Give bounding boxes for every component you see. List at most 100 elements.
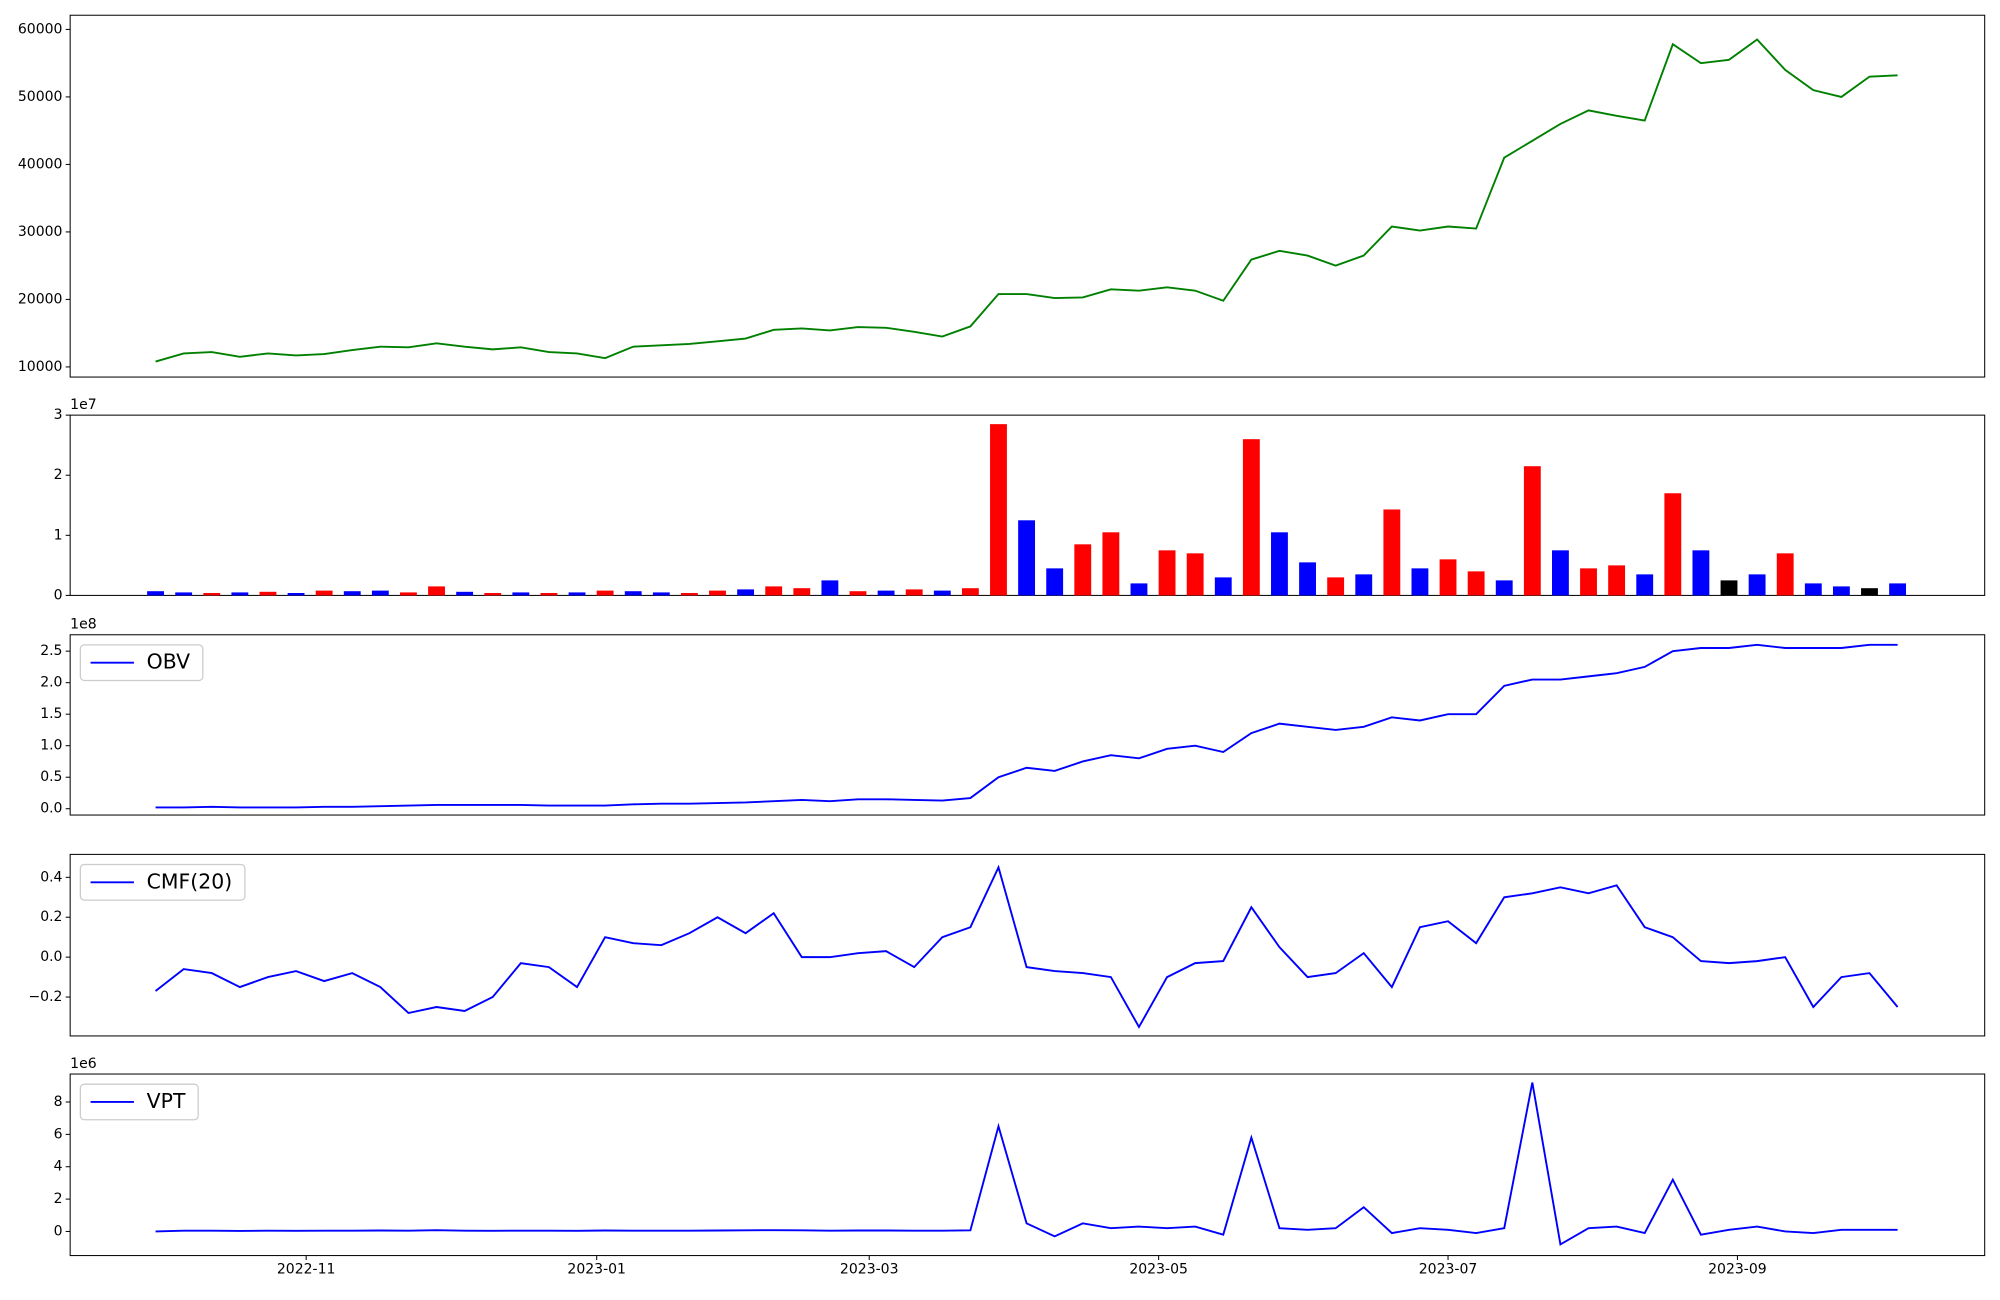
legend-text: OBV — [147, 650, 190, 674]
y-tick-label: 2 — [54, 467, 63, 483]
x-tick-label: 2022-11 — [277, 1262, 336, 1278]
bar — [933, 590, 951, 596]
bar — [1186, 553, 1204, 596]
y-tick-label: 0.2 — [40, 909, 62, 925]
x-tick-label: 2023-03 — [840, 1262, 899, 1278]
bar — [624, 591, 642, 596]
bar — [1636, 574, 1654, 596]
legend-text: CMF(20) — [147, 869, 232, 893]
axes-frame — [69, 634, 1986, 816]
bar — [1495, 580, 1513, 596]
y-tick-label: 1.5 — [40, 706, 62, 722]
bar — [849, 591, 867, 596]
y-tick-label: 0.0 — [40, 801, 62, 817]
bar — [147, 591, 164, 596]
bar — [1776, 553, 1794, 596]
bar — [1383, 509, 1401, 596]
bar — [456, 591, 474, 596]
y-tick-label: 0.4 — [40, 869, 62, 885]
bar — [961, 588, 979, 596]
bar — [1130, 583, 1148, 596]
bar — [990, 424, 1007, 596]
bar — [1692, 550, 1710, 596]
bar — [203, 593, 221, 596]
bar — [315, 590, 333, 596]
bar — [793, 588, 811, 596]
y-tick-label: 0 — [54, 587, 63, 603]
legend-box — [79, 1083, 199, 1121]
line — [154, 864, 1899, 1029]
bar — [1523, 466, 1541, 596]
bar — [905, 589, 923, 596]
x-tick-label: 2023-05 — [1129, 1262, 1188, 1278]
axes-frame — [69, 853, 1986, 1037]
y-tick-label: 6 — [54, 1126, 63, 1142]
bar — [1889, 583, 1907, 596]
bar — [1439, 559, 1457, 596]
bar — [512, 592, 530, 596]
y-tick-label: 0.0 — [40, 949, 62, 965]
bar — [1074, 544, 1092, 596]
y-tick-label: 40000 — [18, 156, 63, 172]
y-tick-label: 3 — [54, 407, 63, 423]
bar — [1411, 568, 1429, 596]
legend-box — [79, 863, 246, 901]
bar — [484, 593, 502, 596]
bar — [1018, 520, 1036, 596]
bar — [1861, 588, 1878, 596]
legend-text: VPT — [147, 1089, 186, 1113]
y-tick-label: 10000 — [18, 359, 63, 375]
bar — [231, 592, 249, 596]
y-tick-label: 0 — [54, 1223, 63, 1239]
y-tick-label: −0.2 — [28, 989, 62, 1005]
bar — [1580, 568, 1597, 596]
bar — [175, 592, 193, 596]
bar — [1271, 532, 1288, 596]
bar — [821, 580, 839, 596]
bar — [1720, 580, 1738, 596]
line — [155, 643, 1898, 809]
axes-frame — [69, 14, 1986, 378]
bar — [765, 586, 783, 596]
bar — [540, 593, 558, 596]
line — [155, 38, 1898, 363]
bar — [709, 590, 726, 596]
x-tick-label: 2023-09 — [1708, 1262, 1767, 1278]
bar — [1608, 565, 1626, 596]
offset-label: 1e6 — [70, 1056, 97, 1072]
y-tick-label: 30000 — [18, 224, 63, 240]
bar — [1832, 586, 1850, 596]
bar — [1355, 574, 1373, 596]
y-tick-label: 8 — [54, 1094, 63, 1110]
legend-box — [79, 644, 204, 682]
bar — [1664, 493, 1682, 596]
bar — [596, 590, 614, 596]
bar — [737, 589, 755, 596]
y-tick-label: 1 — [54, 527, 63, 543]
bar — [680, 593, 698, 596]
bar — [1242, 439, 1260, 596]
bar — [1327, 577, 1345, 596]
x-tick-label: 2023-07 — [1419, 1262, 1478, 1278]
y-tick-label: 2 — [54, 1191, 63, 1207]
y-tick-label: 2.5 — [40, 643, 62, 659]
y-tick-label: 0.5 — [40, 769, 62, 785]
bar — [1158, 550, 1176, 596]
bar — [568, 592, 586, 596]
bar — [652, 592, 670, 596]
y-tick-label: 50000 — [18, 89, 63, 105]
axes-frame — [69, 1073, 1986, 1257]
bar — [259, 591, 277, 596]
bar — [877, 590, 895, 596]
bar — [1804, 583, 1822, 596]
bar — [1467, 571, 1485, 596]
y-tick-label: 2.0 — [40, 675, 62, 691]
offset-label: 1e7 — [70, 397, 96, 413]
bar — [1046, 568, 1064, 596]
bar — [1748, 574, 1766, 596]
y-tick-label: 20000 — [18, 291, 63, 307]
bar — [400, 592, 417, 596]
bar — [428, 586, 445, 596]
y-tick-label: 60000 — [18, 21, 63, 37]
